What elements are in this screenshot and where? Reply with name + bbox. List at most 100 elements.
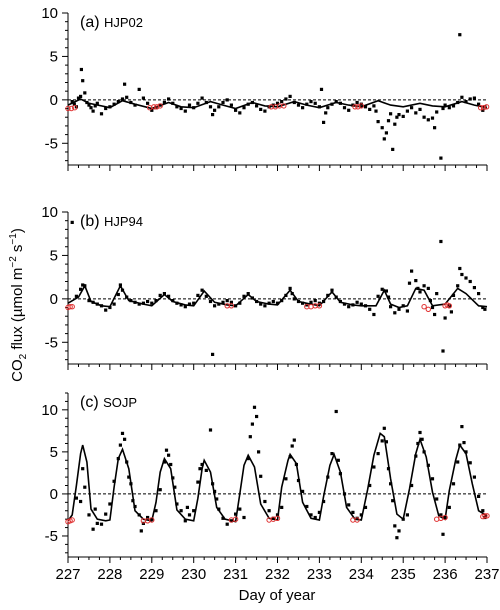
- observed-flux-point: [116, 457, 120, 461]
- observed-flux-point: [460, 272, 464, 277]
- observed-flux-point: [414, 111, 418, 115]
- observed-flux-point: [275, 301, 280, 305]
- observed-flux-point: [451, 482, 456, 486]
- observed-flux-point: [460, 95, 464, 99]
- observed-flux-point: [351, 510, 355, 514]
- observed-flux-point: [158, 103, 162, 107]
- observed-flux-point: [384, 440, 388, 444]
- observed-flux-point: [95, 302, 99, 306]
- x-tick-label: 237: [474, 566, 499, 583]
- observed-flux-point: [179, 106, 183, 111]
- gapfill-point: [358, 103, 364, 109]
- observed-flux-point: [296, 299, 301, 304]
- observed-flux-point: [238, 301, 242, 305]
- x-tick-label: 232: [265, 566, 290, 583]
- observed-flux-point: [401, 517, 405, 521]
- observed-flux-point: [187, 302, 192, 306]
- observed-flux-point: [435, 110, 439, 114]
- observed-flux-point: [472, 286, 476, 290]
- observed-flux-point: [351, 303, 355, 307]
- gapfill-point: [484, 513, 490, 519]
- observed-flux-point: [192, 106, 196, 110]
- observed-flux-point: [246, 102, 250, 106]
- observed-flux-point: [175, 502, 179, 506]
- observed-flux-point: [464, 100, 468, 104]
- observed-flux-point: [347, 305, 351, 309]
- observed-flux-point: [309, 100, 313, 104]
- observed-flux-point: [397, 529, 401, 533]
- gapfill-point: [69, 517, 75, 523]
- observed-flux-point: [458, 443, 462, 447]
- observed-flux-point: [255, 104, 259, 108]
- observed-flux-point: [384, 131, 388, 135]
- observed-flux-point: [410, 106, 414, 110]
- observed-flux-point: [158, 488, 162, 492]
- observed-flux-point: [108, 305, 112, 310]
- observed-flux-point: [322, 499, 326, 504]
- observed-flux-point: [351, 103, 355, 107]
- observed-flux-point: [359, 302, 363, 306]
- observed-flux-point: [83, 485, 87, 489]
- observed-flux-point: [477, 292, 481, 296]
- observed-flux-point: [428, 299, 432, 303]
- observed-flux-point: [162, 292, 166, 296]
- observed-flux-point: [433, 312, 437, 317]
- observed-flux-point: [280, 505, 284, 509]
- gapfill-point: [157, 103, 163, 109]
- observed-flux-point: [410, 269, 414, 273]
- observed-flux-point: [481, 108, 485, 112]
- observed-flux-point: [217, 507, 221, 511]
- observed-flux-point: [456, 100, 460, 105]
- observed-flux-point: [116, 100, 120, 104]
- observed-flux-point: [420, 437, 424, 441]
- observed-flux-point: [200, 96, 204, 100]
- observed-flux-point: [422, 115, 426, 119]
- observed-flux-point: [158, 293, 162, 297]
- observed-flux-point: [91, 527, 95, 531]
- observed-flux-point: [127, 475, 131, 479]
- gapfill-point: [149, 517, 155, 523]
- observed-flux-point: [271, 103, 275, 107]
- observed-flux-point: [234, 108, 238, 112]
- observed-flux-point: [213, 108, 217, 112]
- observed-flux-point: [380, 287, 384, 291]
- x-tick-label: 233: [307, 566, 332, 583]
- gapfill-point: [352, 104, 358, 110]
- observed-flux-point: [363, 304, 368, 308]
- observed-flux-point: [104, 308, 108, 312]
- observed-flux-point: [234, 512, 238, 516]
- observed-flux-point: [74, 294, 78, 298]
- gapfill-point: [72, 105, 78, 111]
- observed-flux-point: [330, 102, 334, 106]
- observed-flux-point: [133, 103, 137, 107]
- observed-flux-point: [238, 507, 242, 511]
- observed-flux-point: [326, 475, 330, 479]
- observed-flux-point: [125, 460, 129, 464]
- observed-flux-point: [324, 111, 328, 115]
- observed-flux-point: [196, 101, 200, 105]
- observed-flux-point: [99, 522, 104, 526]
- gapfill-point: [67, 304, 73, 310]
- observed-flux-point: [477, 494, 481, 498]
- observed-flux-point: [267, 301, 271, 305]
- observed-flux-point: [301, 106, 305, 110]
- observed-flux-point: [288, 94, 292, 98]
- observed-flux-point: [141, 301, 145, 305]
- observed-flux-point: [284, 293, 288, 297]
- observed-flux-point: [284, 97, 288, 101]
- observed-flux-point: [70, 100, 74, 104]
- gapfill-point: [434, 516, 440, 522]
- observed-flux-point: [179, 509, 183, 513]
- observed-flux-point: [200, 288, 204, 292]
- x-tick-label: 234: [349, 566, 374, 583]
- observed-flux-point: [252, 405, 257, 409]
- observed-flux-point: [185, 505, 189, 509]
- observed-flux-point: [481, 509, 485, 513]
- observed-flux-point: [441, 106, 445, 111]
- observed-flux-point: [271, 516, 275, 520]
- gapfill-point: [442, 514, 448, 521]
- observed-flux-point: [397, 307, 401, 311]
- observed-flux-point: [120, 288, 125, 292]
- observed-flux-point: [296, 478, 301, 483]
